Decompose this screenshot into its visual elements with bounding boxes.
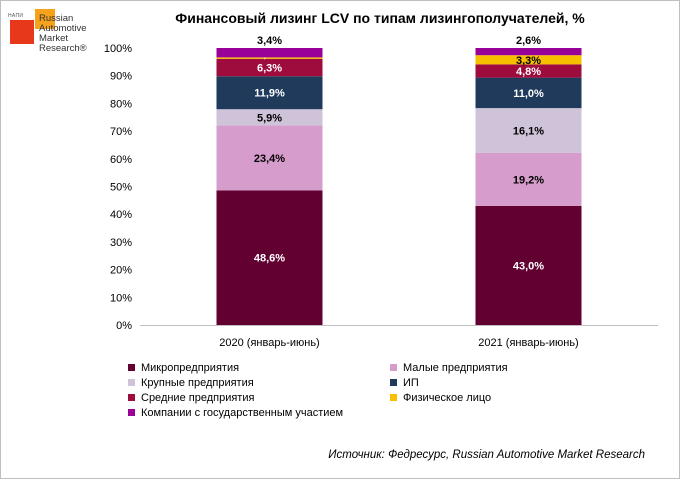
bar-segment-micro xyxy=(475,205,582,325)
y-tick-label: 20% xyxy=(110,265,132,277)
data-label: 4,8% xyxy=(516,66,541,78)
bar-segment-state xyxy=(475,48,582,56)
y-tick-label: 50% xyxy=(110,182,132,194)
data-label: 5,9% xyxy=(257,112,282,124)
legend-label: Компании с государственным участием xyxy=(141,407,344,419)
y-tick-label: 100% xyxy=(104,43,132,55)
bar-segment-micro xyxy=(216,190,323,325)
company-logo: НАПИ Russian Automotive Market Research® xyxy=(8,6,98,66)
logo-name-line: Market xyxy=(39,33,69,44)
data-label: 19,2% xyxy=(513,174,544,186)
legend-label: Физическое лицо xyxy=(403,392,492,404)
data-label: 48,6% xyxy=(254,253,285,265)
y-tick-label: 30% xyxy=(110,237,132,249)
legend-label: Средние предприятия xyxy=(141,392,255,404)
bar-segment-small xyxy=(475,152,582,206)
data-label: 11,0% xyxy=(513,88,544,100)
logo-name: Russian Automotive Market Research® xyxy=(39,14,87,54)
y-tick-label: 80% xyxy=(110,98,132,110)
data-label: 2,6% xyxy=(516,35,541,47)
y-tick-label: 90% xyxy=(110,71,132,83)
x-category-label: 2020 (январь-июнь) xyxy=(219,337,319,349)
data-label: 3,4% xyxy=(257,35,282,47)
logo-name-line: Research® xyxy=(39,43,87,54)
legend-item-micro: Микропредприятия xyxy=(128,362,239,374)
legend-swatch xyxy=(128,363,135,371)
bar-segment-medium xyxy=(475,64,582,78)
legend-item-individual: Физическое лицо xyxy=(390,392,491,404)
bar-segment-individual xyxy=(475,55,582,65)
y-tick-label: 60% xyxy=(110,154,132,166)
legend-label: Малые предприятия xyxy=(403,362,508,374)
y-tick-label: 70% xyxy=(110,126,132,138)
data-label: 23,4% xyxy=(254,153,285,165)
logo-brand: НАПИ xyxy=(8,13,24,19)
bar-segment-ip xyxy=(475,77,582,109)
logo-orange-square xyxy=(35,9,55,29)
data-label: 3,3% xyxy=(516,55,541,67)
bar-segment-medium xyxy=(216,58,323,77)
legend-item-medium: Средние предприятия xyxy=(128,392,254,404)
legend-swatch xyxy=(128,408,135,416)
source-note: Источник: Федресурс, Russian Automotive … xyxy=(328,449,645,461)
legend-swatch xyxy=(390,378,397,386)
y-tick-label: 40% xyxy=(110,209,132,221)
legend-swatch xyxy=(390,363,397,371)
logo-name-line: Automotive xyxy=(39,23,87,34)
bar-segment-large xyxy=(475,108,582,153)
bar-segment-large xyxy=(216,109,323,126)
logo-name-line: Russian xyxy=(39,13,74,24)
legend-swatch xyxy=(128,393,135,401)
data-label: 43,0% xyxy=(513,260,544,272)
legend-item-small: Малые предприятия xyxy=(390,362,508,374)
legend-item-state: Компании с государственным участием xyxy=(128,407,343,419)
data-label: 11,9% xyxy=(254,88,285,100)
chart-title: Финансовый лизинг LCV по типам лизингопо… xyxy=(175,10,585,26)
legend-label: Микропредприятия xyxy=(141,362,240,374)
bar-segment-ip xyxy=(216,76,323,110)
legend-swatch xyxy=(128,378,135,386)
y-tick-label: 0% xyxy=(116,320,132,332)
legend-swatch xyxy=(390,393,397,401)
bar-segment-small xyxy=(216,125,323,191)
bar-segment-individual xyxy=(216,57,323,59)
legend-label: Крупные предприятия xyxy=(141,377,254,389)
logo-red-square xyxy=(10,20,34,44)
data-label: 6,3% xyxy=(257,63,282,75)
x-category-label: 2021 (январь-июнь) xyxy=(478,337,578,349)
y-tick-label: 10% xyxy=(110,292,132,304)
data-label: 16,1% xyxy=(513,125,544,137)
legend-label: ИП xyxy=(403,377,419,389)
legend-item-ip: ИП xyxy=(390,377,419,389)
legend-item-large: Крупные предприятия xyxy=(128,377,254,389)
bar-segment-state xyxy=(216,48,323,58)
